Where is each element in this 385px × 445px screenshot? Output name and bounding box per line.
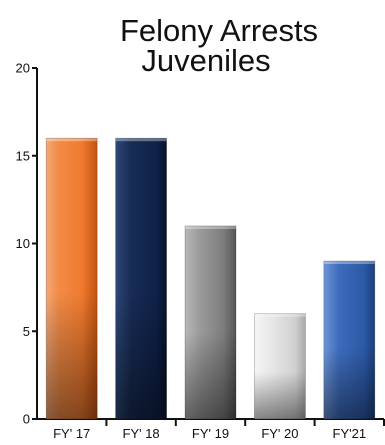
bar-3 xyxy=(184,225,237,420)
y-tick-label: 20 xyxy=(16,61,30,76)
x-tick-label: FY'21 xyxy=(333,426,367,441)
x-tick-label: FY' 17 xyxy=(53,426,90,441)
chart-title-line-2: Juveniles xyxy=(141,43,270,78)
x-tick-label: FY' 20 xyxy=(261,426,298,441)
bar-2 xyxy=(115,137,167,420)
bar-bottom-shade xyxy=(254,313,306,419)
x-tick-label: FY' 18 xyxy=(123,426,160,441)
bar-outline xyxy=(253,313,306,420)
bar-bottom-shade xyxy=(323,261,375,419)
x-tick-label: FY' 19 xyxy=(192,426,229,441)
bar-outline xyxy=(184,225,237,420)
bar-outline xyxy=(45,137,98,420)
bar-outline xyxy=(323,260,376,420)
y-tick-label: 15 xyxy=(16,148,30,163)
bar-bottom-shade xyxy=(115,138,167,419)
y-tick-label: 0 xyxy=(23,412,30,427)
bar-5 xyxy=(323,260,376,420)
bar-bottom-shade xyxy=(185,225,236,419)
y-tick-label: 10 xyxy=(16,236,30,251)
y-tick-label: 5 xyxy=(23,324,30,339)
bar-outline xyxy=(115,137,167,420)
bar-bottom-shade xyxy=(46,138,98,419)
bar-4 xyxy=(253,313,306,420)
chart-title-line-1: Felony Arrests xyxy=(120,13,318,48)
bar-1 xyxy=(45,137,98,420)
